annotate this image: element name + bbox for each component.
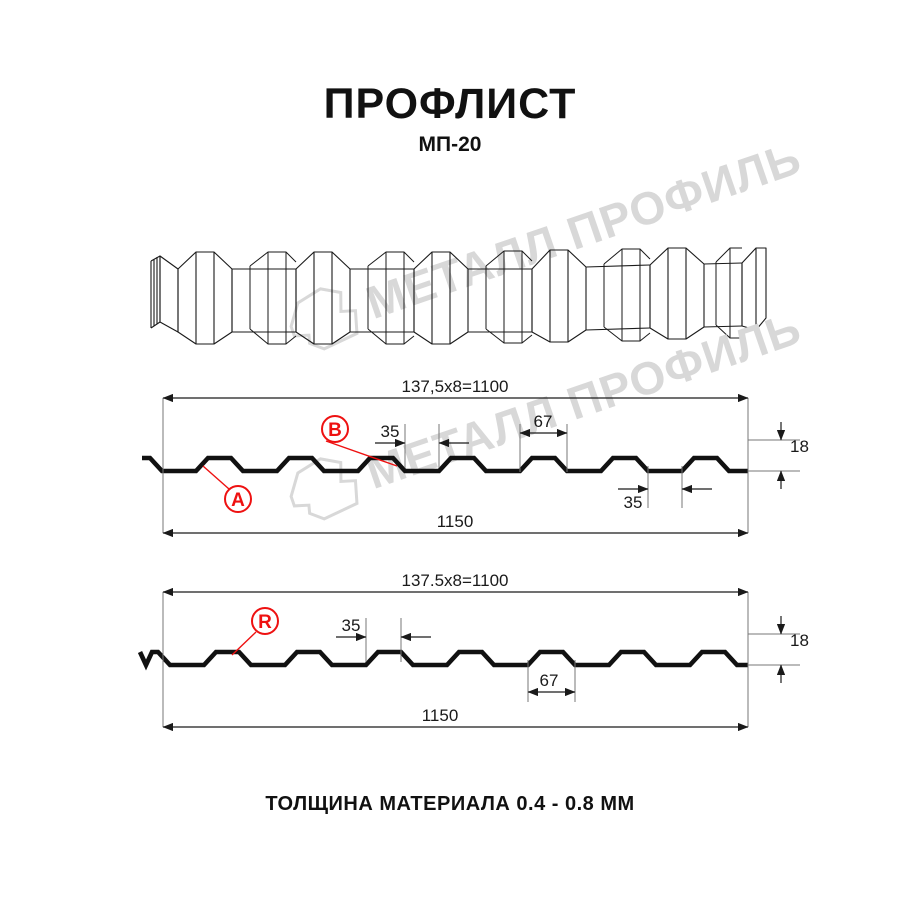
dimension-overall-top-2: 137.5x8=1100: [162, 571, 749, 597]
dimension-peak-width-bottom-label: 35: [342, 616, 361, 635]
marker-r: R: [231, 607, 279, 656]
dimension-peak-width-bottom: 35: [336, 616, 431, 642]
dimension-height-top: 18: [776, 422, 809, 489]
dimension-overall-bottom: 1150: [162, 512, 749, 538]
dimension-peak-width-top: 35: [375, 422, 469, 448]
page-title: ПРОФЛИСТ: [323, 80, 577, 128]
section-top: 137,5x8=1100 1150 35 67 35 18: [142, 377, 809, 538]
dimension-peak-width-top-label: 35: [381, 422, 400, 441]
dimension-height-bottom-label: 18: [790, 631, 809, 650]
marker-a-label: A: [231, 490, 245, 511]
section-bottom: 137.5x8=1100 1150 35 67 18 R: [137, 571, 809, 732]
dimension-valley-width-bottom-label: 67: [540, 671, 559, 690]
dimension-overall-bottom-2: 1150: [162, 706, 749, 732]
marker-b: B: [321, 415, 398, 467]
dimension-overall-top: 137,5x8=1100: [162, 377, 749, 403]
dimension-overall-bottom-2-label: 1150: [422, 706, 459, 725]
profile-outline-top: [142, 455, 748, 474]
profile-outline-bottom: [137, 649, 748, 671]
material-thickness-note: ТОЛЩИНА МАТЕРИАЛА 0.4 - 0.8 ММ: [265, 793, 635, 815]
marker-a: A: [202, 465, 252, 513]
marker-b-label: B: [328, 420, 342, 441]
marker-r-label: R: [258, 612, 272, 633]
dimension-valley-width-bottom: 67: [527, 671, 576, 697]
dimension-peak-width-top-2: 35: [618, 484, 712, 512]
page-subtitle: МП-20: [418, 133, 482, 156]
dimension-overall-top-2-label: 137.5x8=1100: [402, 571, 509, 590]
perspective-view: [150, 247, 767, 345]
dimension-overall-top-label: 137,5x8=1100: [402, 377, 509, 396]
dimension-overall-bottom-label: 1150: [437, 512, 474, 531]
dimension-valley-width-top: 67: [519, 412, 568, 438]
dimension-height-top-label: 18: [790, 437, 809, 456]
dimension-valley-width-top-label: 67: [534, 412, 553, 431]
dimension-height-bottom: 18: [776, 616, 809, 683]
dimension-peak-width-top-2-label: 35: [624, 493, 643, 512]
